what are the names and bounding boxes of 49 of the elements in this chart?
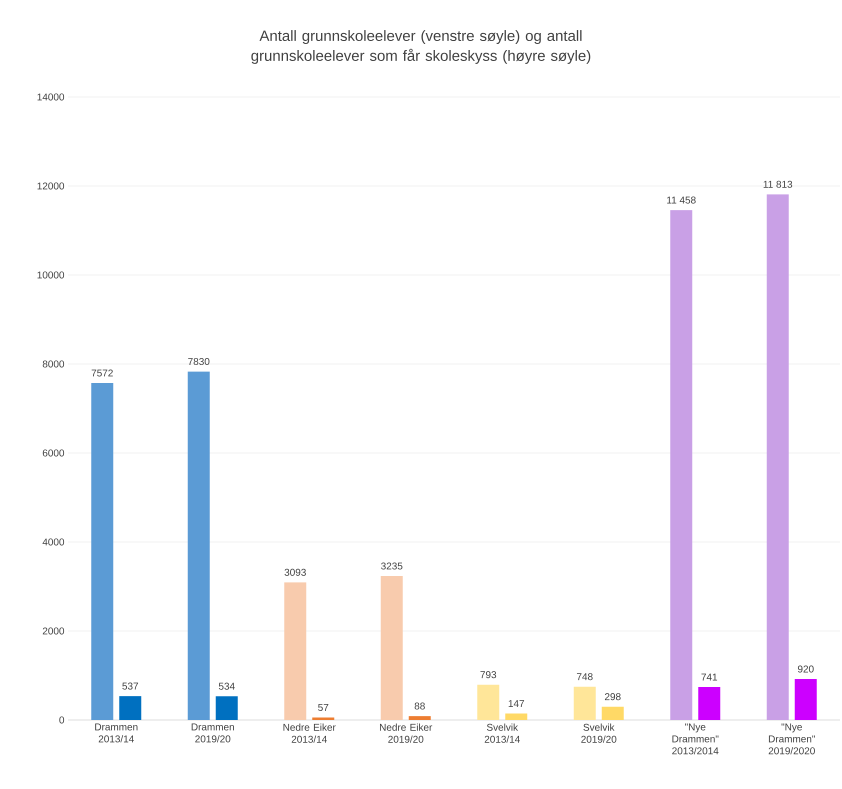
- bar: [766, 194, 789, 720]
- data-label: 920: [798, 665, 814, 673]
- bar: [312, 717, 334, 720]
- data-label: 298: [604, 693, 621, 700]
- bar: [216, 696, 238, 720]
- x-tick-label: Nedre Eiker 2013/14: [283, 724, 336, 743]
- chart-title: Antall grunnskoleelever (venstre søyle) og antall grunnskoleelever som får skoleskyss (høyre søyle): [251, 30, 590, 64]
- x-tick-label: Nedre Eiker 2019/20: [380, 724, 432, 743]
- bar: [408, 716, 431, 720]
- x-tick-label: Drammen 2019/20: [192, 724, 234, 742]
- y-tick-label: 12000: [38, 182, 64, 190]
- y-tick-label: 14000: [38, 93, 64, 101]
- y-tick-label: 10000: [38, 271, 64, 279]
- data-label: 537: [122, 682, 138, 690]
- bar: [794, 679, 817, 720]
- bar: [574, 686, 596, 720]
- data-label: 748: [576, 673, 593, 680]
- x-tick-label: "Nye Drammen" 2013/2014: [672, 724, 718, 754]
- data-label: 57: [318, 704, 328, 711]
- bar: [602, 706, 624, 720]
- y-tick-label: 8000: [42, 360, 64, 368]
- bar: [670, 210, 692, 720]
- bar: [91, 383, 114, 720]
- y-tick-label: 0: [59, 716, 64, 724]
- x-tick-label: Drammen 2013/14: [95, 724, 138, 742]
- data-label: 7572: [92, 369, 113, 377]
- bar: [505, 713, 528, 720]
- y-tick-label: 6000: [42, 449, 64, 457]
- data-label: 741: [701, 674, 718, 681]
- y-tick-label: 2000: [42, 627, 64, 635]
- data-label: 88: [414, 702, 425, 710]
- data-label: 11 458: [667, 196, 696, 204]
- bar: [284, 582, 306, 720]
- bar: [698, 687, 720, 720]
- bar: [119, 696, 142, 720]
- bar: [380, 576, 403, 720]
- x-tick-label: Svelvik 2013/14: [484, 724, 520, 743]
- y-tick-label: 4000: [42, 538, 64, 546]
- bar: [188, 372, 210, 720]
- bar: [477, 684, 500, 720]
- data-label: 3235: [381, 562, 402, 570]
- data-label: 534: [218, 682, 235, 690]
- data-label: 793: [480, 671, 496, 678]
- x-tick-label: "Nye Drammen" 2019/2020: [768, 724, 815, 754]
- data-label: 3093: [284, 568, 306, 576]
- data-label: 147: [508, 700, 524, 707]
- data-label: 11 813: [764, 180, 792, 188]
- data-label: 7830: [188, 358, 210, 366]
- x-tick-label: Svelvik 2019/20: [581, 724, 616, 743]
